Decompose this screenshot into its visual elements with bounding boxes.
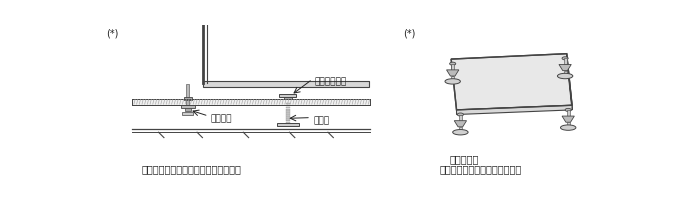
- Bar: [286, 120, 290, 121]
- Bar: [452, 64, 454, 70]
- Bar: [286, 118, 290, 119]
- Ellipse shape: [562, 57, 568, 60]
- Ellipse shape: [449, 62, 456, 65]
- Bar: [286, 109, 290, 110]
- Bar: [132, 99, 370, 105]
- Bar: [185, 108, 191, 112]
- Bar: [564, 58, 567, 64]
- Text: 固定金具: 固定金具: [211, 115, 232, 124]
- Bar: [459, 127, 462, 131]
- Bar: [286, 105, 290, 106]
- Bar: [203, 81, 369, 87]
- Bar: [279, 94, 296, 97]
- Polygon shape: [562, 116, 574, 122]
- Text: 支持脚: 支持脚: [314, 116, 330, 125]
- Polygon shape: [454, 121, 466, 127]
- Polygon shape: [456, 105, 572, 114]
- Polygon shape: [447, 70, 459, 76]
- Text: ロックナット: ロックナット: [315, 78, 347, 87]
- Bar: [286, 122, 290, 123]
- Bar: [567, 122, 570, 127]
- Bar: [181, 105, 195, 108]
- Bar: [286, 116, 290, 118]
- Text: (*): (*): [403, 28, 416, 38]
- Bar: [286, 124, 290, 125]
- Bar: [277, 123, 299, 126]
- Text: (*): (*): [106, 28, 118, 38]
- Bar: [452, 76, 454, 81]
- Bar: [286, 107, 290, 108]
- Bar: [286, 110, 290, 112]
- Bar: [459, 114, 462, 121]
- Bar: [567, 110, 570, 116]
- Bar: [284, 97, 292, 99]
- Text: 支柱分離型: 支柱分離型: [449, 154, 479, 164]
- Bar: [286, 114, 290, 116]
- Ellipse shape: [453, 130, 468, 135]
- Bar: [564, 71, 567, 75]
- Bar: [286, 103, 290, 104]
- Bar: [286, 112, 290, 114]
- Ellipse shape: [445, 79, 461, 84]
- Ellipse shape: [565, 108, 571, 112]
- Text: 固定された二重床に対する取り付け例: 固定された二重床に対する取り付け例: [141, 165, 241, 175]
- Bar: [184, 97, 192, 100]
- Ellipse shape: [561, 125, 576, 130]
- Ellipse shape: [557, 73, 573, 79]
- Bar: [183, 112, 193, 114]
- Text: （独立支柱・ロック有タイプ）: （独立支柱・ロック有タイプ）: [440, 164, 522, 174]
- Polygon shape: [452, 54, 572, 110]
- Bar: [186, 84, 189, 105]
- Polygon shape: [567, 54, 572, 110]
- Ellipse shape: [457, 113, 463, 116]
- Polygon shape: [559, 64, 571, 71]
- Bar: [132, 99, 370, 105]
